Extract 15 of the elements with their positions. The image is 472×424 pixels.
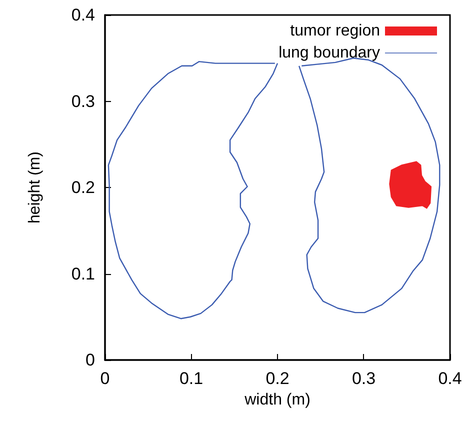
legend-label: tumor region — [290, 22, 380, 40]
x-tick-label: 0.3 — [352, 369, 376, 388]
y-axis-title: height (m) — [26, 151, 44, 224]
x-tick-label: 0.4 — [438, 369, 462, 388]
y-tick-label: 0.1 — [71, 264, 95, 284]
line-series — [108, 60, 278, 320]
x-axis-title: width (m) — [244, 392, 310, 408]
y-tick-label: 0.3 — [71, 92, 95, 111]
x-tick-label: 0 — [100, 369, 110, 388]
x-tick-label: 0.1 — [179, 369, 204, 388]
y-tick-label: 0.2 — [71, 178, 95, 197]
y-tick-label: 0.4 — [71, 6, 95, 24]
x-tick-label: 0.2 — [266, 369, 290, 388]
legend-label: lung boundary — [278, 44, 380, 62]
y-tick-label: 0 — [86, 350, 95, 370]
